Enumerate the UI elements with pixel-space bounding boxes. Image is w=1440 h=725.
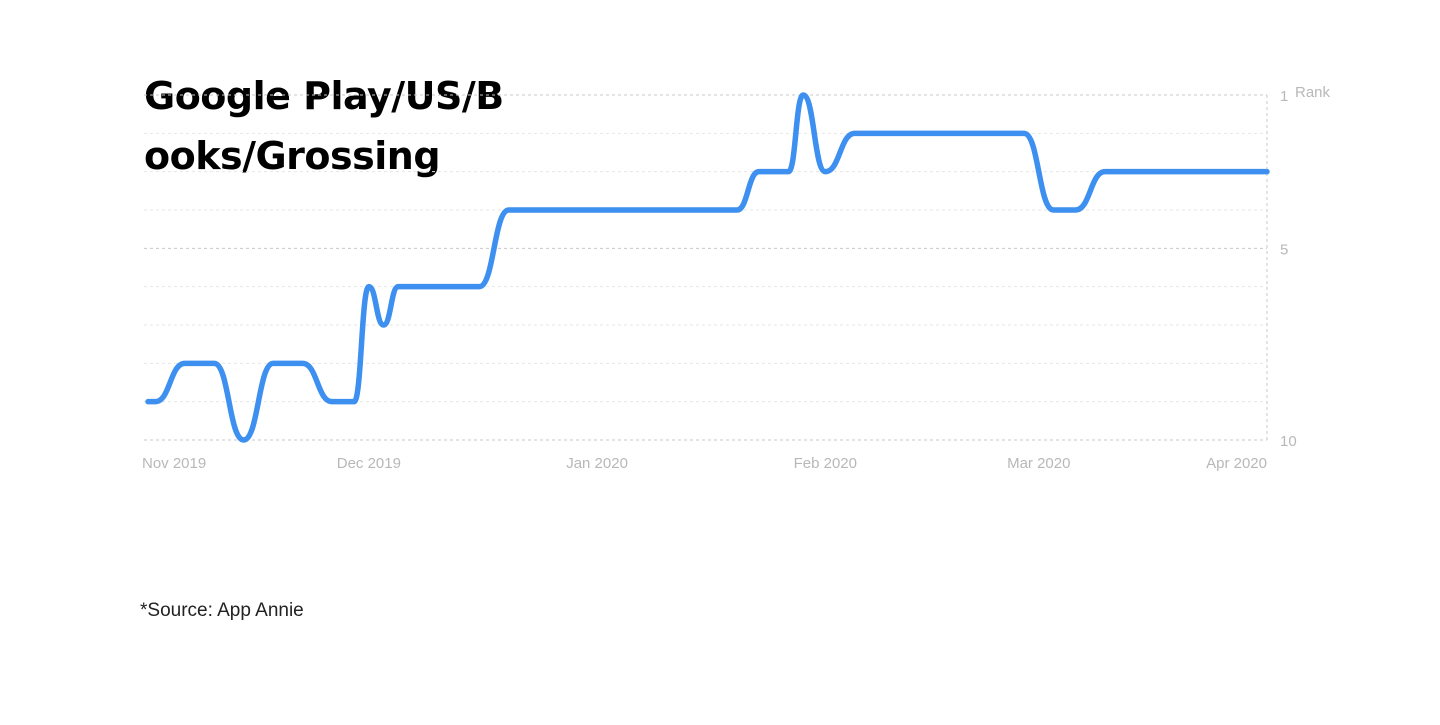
y-axis-unit-label: Rank <box>1295 84 1331 101</box>
chart-title: Google Play/US/Books/Grossing <box>144 74 504 178</box>
tick-labels: 1 5 10 Rank Nov 2019 Dec 2019 Jan 2020 Feb 2020… <box>142 84 1331 472</box>
y-tick-label-5: 5 <box>1280 241 1288 258</box>
source-note: *Source: App Annie <box>140 600 304 621</box>
x-tick-label-1: Dec 2019 <box>337 455 401 472</box>
x-tick-label-2: Jan 2020 <box>566 455 628 472</box>
y-tick-label-10: 10 <box>1280 433 1297 450</box>
series-layer <box>145 92 1270 443</box>
y-tick-label-1: 1 <box>1280 88 1288 105</box>
x-tick-label-0: Nov 2019 <box>142 455 206 472</box>
grid-lines <box>144 94 1267 441</box>
series-line-0 <box>145 92 1270 443</box>
x-tick-label-4: Mar 2020 <box>1007 455 1070 472</box>
x-tick-label-5: Apr 2020 <box>1206 455 1267 472</box>
x-tick-label-3: Feb 2020 <box>794 455 857 472</box>
